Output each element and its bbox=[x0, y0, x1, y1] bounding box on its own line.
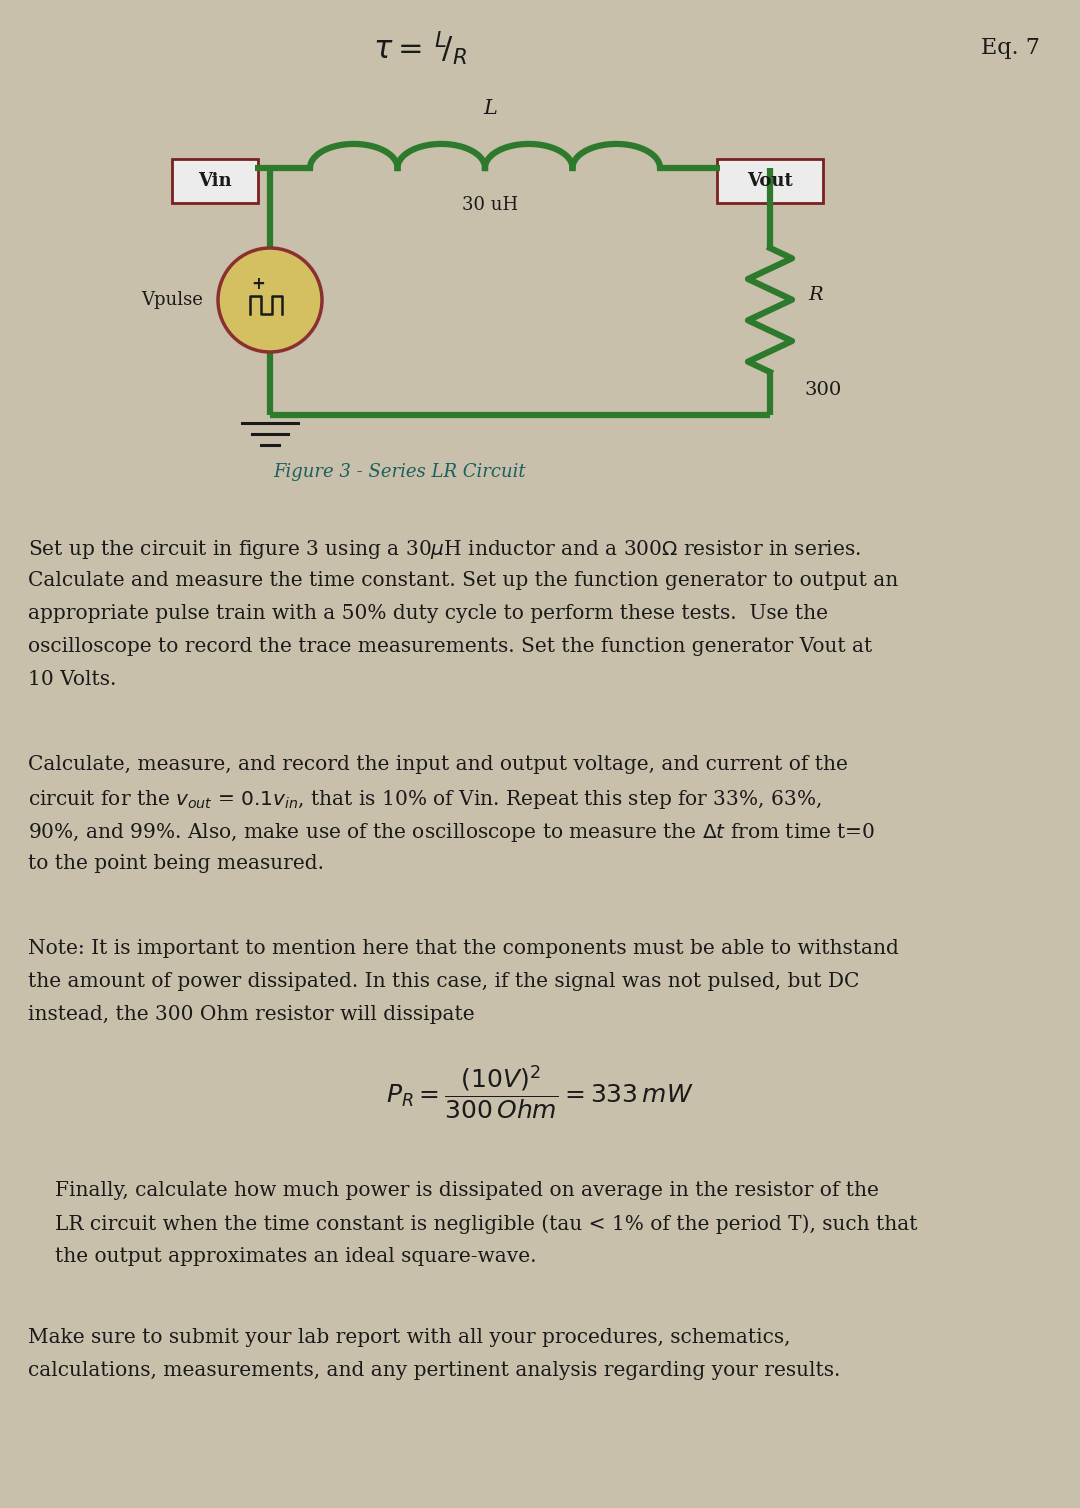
Text: LR circuit when the time constant is negligible (tau < 1% of the period T), such: LR circuit when the time constant is neg… bbox=[55, 1214, 918, 1234]
FancyBboxPatch shape bbox=[717, 158, 823, 204]
Text: $\tau = \,^{L}\!/_{R}$: $\tau = \,^{L}\!/_{R}$ bbox=[373, 29, 468, 66]
Text: circuit for the $v_{out}$ = $0.1v_{in}$, that is 10% of Vin. Repeat this step fo: circuit for the $v_{out}$ = $0.1v_{in}$,… bbox=[28, 789, 822, 811]
Text: the amount of power dissipated. In this case, if the signal was not pulsed, but : the amount of power dissipated. In this … bbox=[28, 973, 860, 991]
Text: Eq. 7: Eq. 7 bbox=[981, 38, 1040, 59]
Text: appropriate pulse train with a 50% duty cycle to perform these tests.  Use the: appropriate pulse train with a 50% duty … bbox=[28, 605, 828, 623]
Text: Make sure to submit your lab report with all your procedures, schematics,: Make sure to submit your lab report with… bbox=[28, 1329, 791, 1347]
Text: Calculate and measure the time constant. Set up the function generator to output: Calculate and measure the time constant.… bbox=[28, 572, 899, 590]
Text: oscilloscope to record the trace measurements. Set the function generator Vout a: oscilloscope to record the trace measure… bbox=[28, 636, 873, 656]
Text: calculations, measurements, and any pertinent analysis regarding your results.: calculations, measurements, and any pert… bbox=[28, 1362, 840, 1380]
Text: Finally, calculate how much power is dissipated on average in the resistor of th: Finally, calculate how much power is dis… bbox=[55, 1181, 879, 1200]
Text: Vpulse: Vpulse bbox=[141, 291, 203, 309]
Text: Set up the circuit in figure 3 using a 30$\mu$H inductor and a 300$\Omega$ resis: Set up the circuit in figure 3 using a 3… bbox=[28, 538, 861, 561]
Text: 90%, and 99%. Also, make use of the oscilloscope to measure the $\Delta t$ from : 90%, and 99%. Also, make use of the osci… bbox=[28, 820, 875, 844]
FancyBboxPatch shape bbox=[172, 158, 258, 204]
Text: 10 Volts.: 10 Volts. bbox=[28, 670, 117, 689]
Text: instead, the 300 Ohm resistor will dissipate: instead, the 300 Ohm resistor will dissi… bbox=[28, 1004, 474, 1024]
Text: Note: It is important to mention here that the components must be able to withst: Note: It is important to mention here th… bbox=[28, 939, 899, 958]
Text: the output approximates an ideal square-wave.: the output approximates an ideal square-… bbox=[55, 1247, 537, 1267]
Text: Calculate, measure, and record the input and output voltage, and current of the: Calculate, measure, and record the input… bbox=[28, 756, 848, 774]
Text: $P_R = \dfrac{(10V)^2}{300\,Ohm} = 333\,mW$: $P_R = \dfrac{(10V)^2}{300\,Ohm} = 333\,… bbox=[387, 1065, 693, 1122]
Text: Figure 3 - Series LR Circuit: Figure 3 - Series LR Circuit bbox=[273, 463, 526, 481]
Text: 30 uH: 30 uH bbox=[462, 196, 518, 214]
Text: 300: 300 bbox=[805, 382, 842, 400]
Text: +: + bbox=[251, 274, 265, 293]
Text: Vin: Vin bbox=[199, 172, 232, 190]
Text: L: L bbox=[483, 98, 497, 118]
Text: to the point being measured.: to the point being measured. bbox=[28, 854, 324, 873]
Text: R: R bbox=[808, 287, 823, 305]
Text: Vout: Vout bbox=[747, 172, 793, 190]
Circle shape bbox=[218, 247, 322, 351]
